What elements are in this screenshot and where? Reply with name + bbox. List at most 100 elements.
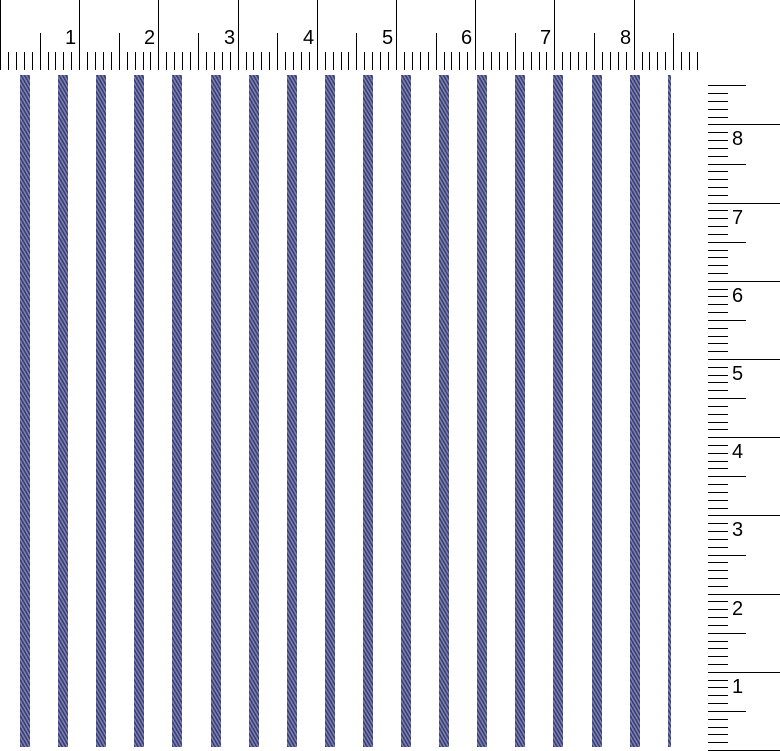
ruler-tick: [253, 52, 254, 70]
ruler-tick: [708, 594, 780, 595]
ruler-tick: [150, 52, 151, 70]
ruler-tick: [364, 52, 365, 70]
ruler-tick: [708, 633, 746, 634]
ruler-tick: [483, 52, 484, 70]
fabric-stripe: [58, 75, 69, 747]
ruler-tick: [230, 52, 231, 70]
ruler-tick: [412, 52, 413, 70]
top-ruler: 1 2 3 4 5 6 7 8: [0, 0, 705, 72]
ruler-tick: [348, 52, 349, 70]
ruler-tick: [708, 539, 728, 540]
ruler-tick: [708, 296, 728, 297]
ruler-tick: [708, 257, 728, 258]
ruler-tick: [708, 132, 728, 133]
ruler-tick: [708, 312, 728, 313]
fabric-preview: [0, 75, 705, 747]
ruler-tick: [697, 52, 698, 70]
ruler-tick: [325, 52, 326, 70]
fabric-stripe: [248, 75, 259, 747]
fabric-stripe: [96, 75, 107, 747]
ruler-tick: [708, 429, 728, 430]
ruler-tick: [708, 171, 728, 172]
ruler-tick: [277, 33, 278, 70]
ruler-label: 2: [144, 27, 156, 49]
ruler-tick: [708, 547, 728, 548]
ruler-tick: [708, 101, 728, 102]
right-ruler: 8 7 6 5 4 3 2 1: [705, 72, 780, 751]
ruler-label: 8: [732, 128, 744, 150]
ruler-tick: [708, 210, 728, 211]
ruler-label: 7: [540, 27, 552, 49]
ruler-tick: [301, 52, 302, 70]
ruler-tick: [602, 52, 603, 70]
ruler-tick: [642, 52, 643, 70]
ruler-tick: [708, 695, 728, 696]
ruler-tick: [55, 52, 56, 70]
fabric-stripe: [477, 75, 488, 747]
ruler-tick: [372, 52, 373, 70]
ruler-label: 3: [732, 519, 744, 541]
ruler-tick: [404, 52, 405, 70]
ruler-tick: [708, 242, 746, 243]
ruler-tick: [554, 0, 555, 70]
ruler-tick: [708, 124, 780, 125]
ruler-tick: [708, 625, 728, 626]
ruler-tick: [708, 203, 780, 204]
ruler-tick: [708, 179, 728, 180]
ruler-tick: [708, 164, 746, 165]
ruler-tick: [475, 0, 476, 70]
ruler-tick: [214, 52, 215, 70]
ruler-label: 4: [732, 441, 744, 463]
ruler-tick: [206, 52, 207, 70]
ruler-tick: [708, 672, 780, 673]
ruler-tick: [708, 382, 728, 383]
ruler-tick: [317, 0, 318, 70]
ruler-label: 5: [382, 27, 394, 49]
ruler-tick: [459, 52, 460, 70]
ruler-tick: [708, 523, 728, 524]
ruler-tick: [708, 727, 728, 728]
ruler-tick: [708, 437, 780, 438]
ruler-tick: [708, 445, 728, 446]
ruler-tick: [708, 250, 728, 251]
ruler-tick: [539, 52, 540, 70]
fabric-stripe: [20, 75, 30, 747]
fabric-stripe: [591, 75, 602, 747]
ruler-tick: [708, 328, 728, 329]
ruler-tick: [708, 336, 728, 337]
fabric-stripe: [362, 75, 373, 747]
ruler-tick: [610, 52, 611, 70]
ruler-tick: [182, 52, 183, 70]
fabric-stripe: [210, 75, 221, 747]
ruler-tick: [341, 52, 342, 70]
ruler-tick: [285, 52, 286, 70]
ruler-tick: [8, 52, 9, 70]
ruler-tick: [708, 664, 728, 665]
ruler-tick: [515, 33, 516, 70]
ruler-tick: [523, 52, 524, 70]
ruler-tick: [87, 52, 88, 70]
ruler-tick: [531, 52, 532, 70]
ruler-tick: [708, 406, 728, 407]
ruler-tick: [708, 601, 728, 602]
ruler-tick: [708, 304, 728, 305]
ruler-tick: [708, 719, 728, 720]
ruler-tick: [198, 33, 199, 70]
ruler-label: 6: [461, 27, 473, 49]
ruler-tick: [708, 390, 728, 391]
ruler-tick: [708, 281, 780, 282]
ruler-tick: [708, 109, 728, 110]
ruler-tick: [708, 648, 728, 649]
ruler-tick: [48, 52, 49, 70]
ruler-tick: [269, 52, 270, 70]
ruler-tick: [708, 641, 728, 642]
ruler-tick: [708, 609, 728, 610]
fabric-stripe: [324, 75, 335, 747]
ruler-tick: [16, 52, 17, 70]
ruler-tick: [261, 52, 262, 70]
ruler-tick: [708, 140, 728, 141]
ruler-tick: [708, 226, 728, 227]
ruler-tick: [40, 33, 41, 70]
ruler-tick: [708, 711, 746, 712]
ruler-tick: [444, 52, 445, 70]
